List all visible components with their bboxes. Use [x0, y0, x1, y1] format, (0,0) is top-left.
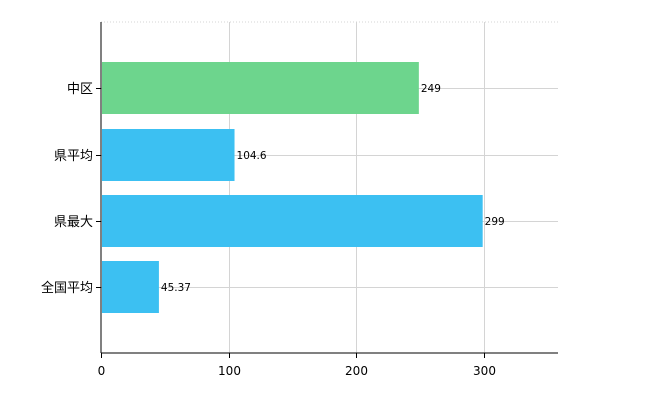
x-tick-label-300: 300 — [473, 364, 496, 378]
category-label-2: 県最大 — [54, 215, 93, 230]
bar-0 — [102, 62, 419, 114]
data-label-0: 249 — [421, 83, 441, 95]
data-label-1: 104.6 — [237, 150, 267, 162]
x-tick-labels: 0 100 200 300 — [98, 364, 496, 378]
bar-1 — [102, 129, 235, 181]
x-tick-label-0: 0 — [98, 364, 106, 378]
category-label-0: 中区 — [67, 82, 93, 97]
category-label-3: 全国平均 — [41, 280, 93, 296]
bar-2 — [102, 195, 483, 247]
bars — [102, 62, 483, 313]
category-label-1: 県平均 — [54, 149, 93, 164]
data-labels: 249 104.6 299 45.37 — [161, 83, 505, 294]
x-tick-label-200: 200 — [345, 364, 368, 378]
bar-3 — [102, 261, 159, 313]
x-tick-label-100: 100 — [218, 364, 241, 378]
axes — [96, 22, 558, 358]
data-label-2: 299 — [485, 216, 505, 228]
data-label-3: 45.37 — [161, 282, 191, 294]
